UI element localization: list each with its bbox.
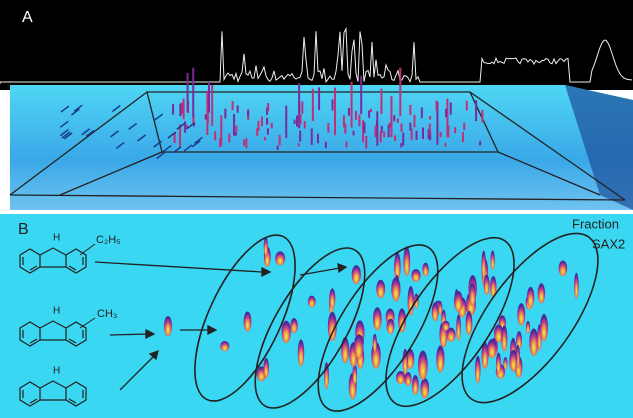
spot: [308, 296, 316, 308]
spot: [396, 371, 405, 384]
spot: [422, 263, 428, 277]
spot: [456, 314, 461, 340]
spot: [275, 251, 285, 265]
spot: [466, 311, 473, 335]
spot: [403, 246, 410, 276]
spot: [538, 283, 545, 303]
substituent: CH₃: [97, 308, 117, 320]
spot: [574, 273, 579, 299]
spot: [264, 237, 268, 256]
spot: [290, 318, 297, 333]
spot: [263, 358, 269, 378]
panel-label: B: [18, 221, 29, 238]
spot: [420, 378, 429, 398]
spot: [438, 301, 442, 315]
spot: [527, 287, 534, 308]
spot: [220, 341, 229, 351]
nh-label: H: [53, 233, 60, 244]
spot: [509, 350, 517, 372]
spot: [501, 325, 507, 351]
fraction-label: Fraction: [572, 216, 619, 231]
spot: [282, 321, 291, 343]
panel-label: A: [22, 9, 33, 26]
spot: [376, 280, 385, 298]
substituent: C₂H₅: [96, 234, 121, 246]
spot: [475, 356, 481, 384]
spot: [503, 357, 507, 370]
nh-label: H: [53, 366, 60, 377]
spot: [540, 314, 548, 341]
spot: [373, 307, 382, 330]
spot: [482, 250, 486, 278]
spot: [487, 339, 496, 358]
spot: [391, 277, 400, 301]
spot: [432, 302, 439, 321]
nh-label: H: [53, 306, 60, 317]
spot: [373, 334, 377, 352]
spot: [469, 283, 476, 307]
spot: [529, 328, 538, 356]
spot: [484, 275, 490, 296]
spot: [559, 260, 568, 276]
spot: [411, 269, 420, 282]
contour-plane: [10, 85, 633, 210]
spot: [387, 319, 395, 334]
spot: [454, 291, 463, 312]
spot: [354, 334, 363, 359]
spot: [244, 311, 252, 331]
spot: [442, 321, 449, 331]
spot: [496, 352, 501, 374]
spot: [436, 345, 444, 372]
spot: [526, 321, 530, 334]
spot: [418, 351, 428, 381]
spot: [352, 265, 361, 284]
spot: [517, 303, 525, 325]
spot: [405, 372, 411, 386]
spot: [329, 288, 335, 308]
spot: [491, 251, 495, 271]
spot: [412, 375, 419, 395]
spot: [298, 339, 304, 366]
spot: [164, 316, 172, 336]
figure: A B Fraction SAX2 H C₂H₅ H CH₃ H: [0, 0, 633, 418]
spot: [341, 337, 349, 363]
